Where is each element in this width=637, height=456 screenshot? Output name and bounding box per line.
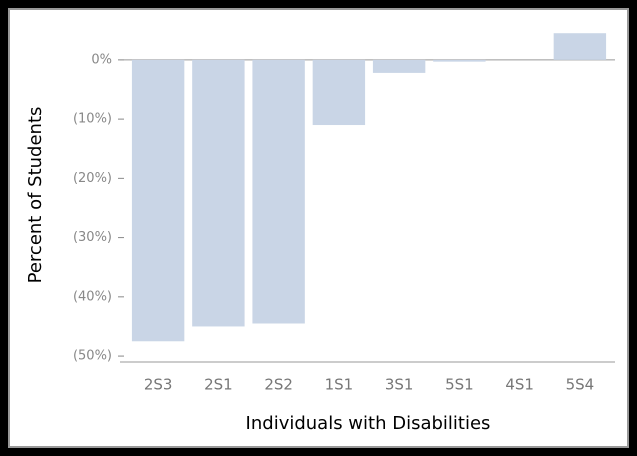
bar [131,59,185,342]
y-axis-title: Percent of Students [25,107,46,284]
y-tick-label: (50%) [73,349,112,364]
y-tick-label: (20%) [73,171,112,186]
x-tick-label: 2S2 [264,376,293,394]
x-axis-title: Individuals with Disabilities [246,413,491,434]
x-tick-label: 3S1 [385,376,414,394]
bar [252,59,305,324]
y-tick-label: 0% [91,52,112,67]
x-tick-label: 2S1 [204,376,233,394]
x-tick-label: 4S1 [505,376,534,394]
bar [192,59,245,327]
bar [433,59,486,62]
y-tick-label: (40%) [73,289,112,304]
bar [312,59,366,126]
bar [553,33,607,60]
bar [372,59,426,73]
x-tick-label: 2S3 [144,376,173,394]
x-tick-label: 5S4 [566,376,595,394]
y-tick-label: (10%) [73,112,112,127]
y-tick-label: (30%) [73,230,112,245]
x-tick-label: 5S1 [445,376,474,394]
x-tick-label: 1S1 [325,376,354,394]
